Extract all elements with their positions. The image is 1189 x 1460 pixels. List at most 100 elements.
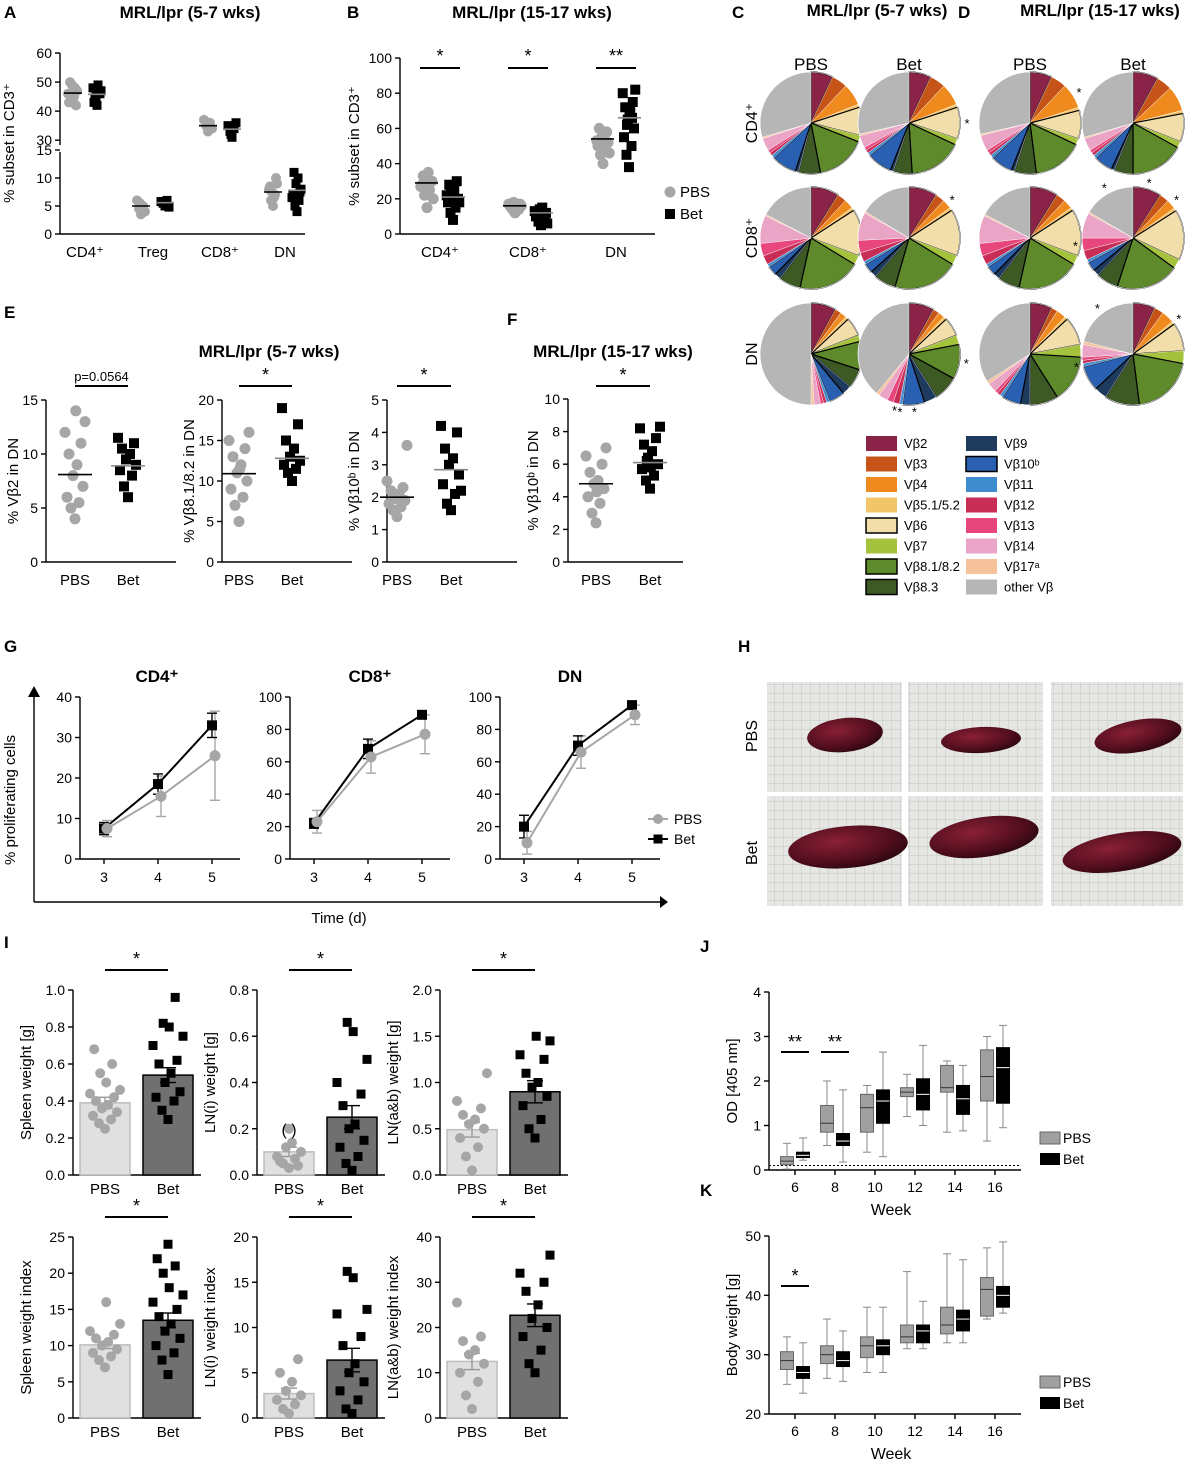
y-tick-label: 60 [376,120,392,136]
data-point-bet [347,1165,357,1175]
significance-label: ** [828,1032,842,1052]
data-point-bet [524,1359,534,1369]
data-point-bet [283,467,293,478]
legend-label: Vβ14 [1004,539,1035,554]
data-point-bet [148,1297,158,1307]
x-tick-label: Bet [524,1424,547,1441]
y-tick-label: 80 [266,721,282,737]
pie-column-label: Bet [1120,55,1146,74]
data-point-pbs [239,443,251,455]
data-point-bet [356,1089,366,1099]
data-point-bet [287,193,297,203]
data-point-bet [170,1261,180,1271]
data-point-pbs [287,1376,297,1387]
data-point-pbs [452,1297,462,1308]
box-bet [956,1084,970,1115]
legend-swatch [966,518,997,533]
x-tick-label: 8 [831,1179,839,1195]
bar-pbs [79,1344,131,1419]
spleen [941,726,1021,754]
legend-swatch [866,477,897,492]
data-point-bet [542,1323,552,1332]
pie-CD8⁺-0 [759,186,863,290]
data-point-bet [438,479,448,490]
y-tick-label: 5 [44,198,52,214]
data-point-bet [629,123,639,134]
data-point-pbs [275,1156,285,1167]
series-point-pbs [629,709,641,721]
data-point-bet [113,432,123,443]
pie-outline [1081,186,1185,290]
data-point-pbs [582,491,594,503]
chart-title: DN [558,667,583,686]
data-point-pbs [476,1331,486,1342]
pie-outline [978,302,1082,406]
y-tick-label: 30 [745,1347,761,1363]
x-tick-label: Bet [157,1181,180,1198]
data-point-bet [537,202,548,213]
data-point-pbs [385,485,397,497]
data-point-bet [335,1142,345,1152]
data-point-bet [533,1078,543,1087]
data-point-bet [359,1135,369,1145]
chart-title: MRL/lpr (5-7 wks) [199,342,340,361]
data-point-bet [160,1078,170,1087]
y-tick-label: 0 [371,554,379,570]
legend-swatch [865,558,898,575]
data-point-pbs [137,202,147,213]
data-point-bet [154,1059,164,1069]
panel-letter-G: G [4,637,17,656]
series-point-pbs [155,790,167,802]
data-point-bet [536,1115,546,1124]
data-point-pbs [458,1336,468,1347]
data-point-pbs [278,1403,288,1414]
legend-swatch [966,559,997,574]
data-point-bet [169,1096,179,1106]
y-axis-label: OD [405 nm] [724,1038,741,1123]
y-tick-label: 0 [552,554,560,570]
pie-column-label: PBS [1013,55,1047,74]
box-bet [836,1133,850,1147]
y-tick-label: 20 [745,1406,761,1422]
data-point-pbs [591,486,603,498]
data-point-bet [536,211,547,222]
data-point-pbs [584,466,596,478]
data-point-bet [332,1078,342,1087]
legend-label: Vβ10ᵇ [1004,457,1040,472]
data-point-bet [163,1370,173,1380]
significance-label: ** [788,1032,802,1052]
significance-label: * [524,46,531,66]
y-tick-label: 2 [371,489,379,505]
pie-outline [978,186,1082,290]
data-point-bet [348,1027,358,1037]
legend-pbs-marker [664,186,676,198]
data-point-pbs [597,158,609,170]
data-point-pbs [233,516,245,527]
data-point-pbs [103,1336,113,1347]
x-tick-label: Bet [524,1181,547,1198]
panel-letter-C: C [732,3,744,22]
y-tick-label: 0 [241,1410,249,1426]
x-tick-label: DN [605,244,627,261]
data-point-bet [527,1313,537,1323]
x-tick-label: 3 [100,869,108,885]
data-point-bet [521,1068,531,1078]
legend-label: Vβ9 [1004,436,1027,451]
data-point-pbs [296,1390,306,1401]
data-point-pbs [479,1123,489,1134]
data-point-pbs [107,1059,118,1069]
data-point-bet [342,1017,352,1027]
data-point-bet [285,451,295,462]
pie-CD4⁺-1: * [857,71,970,175]
box-pbs [860,1336,874,1359]
y-tick-label: 0 [274,851,282,867]
y-tick-label: 0 [753,1162,761,1178]
x-tick-label: PBS [90,1424,120,1441]
pie-outline [857,302,961,406]
data-point-pbs [473,1376,483,1387]
data-point-bet [641,475,651,486]
legend-pbs-label: PBS [680,184,710,201]
data-point-pbs [94,1118,104,1129]
pie-star: * [1102,181,1107,196]
data-point-bet [164,1022,174,1032]
